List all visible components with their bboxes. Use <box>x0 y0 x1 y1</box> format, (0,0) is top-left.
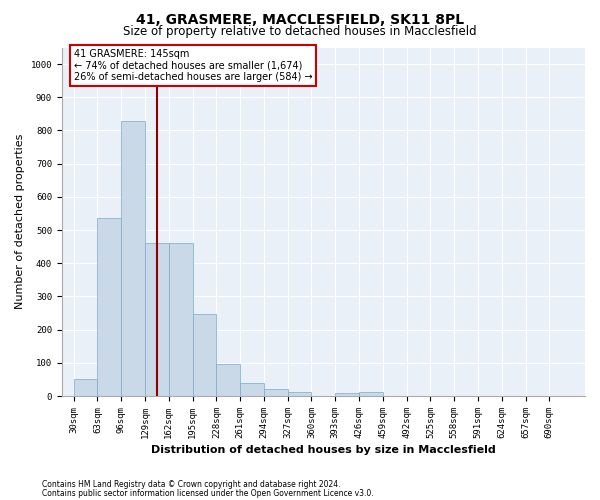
Text: Size of property relative to detached houses in Macclesfield: Size of property relative to detached ho… <box>123 25 477 38</box>
Bar <box>193 314 217 396</box>
Text: 41 GRASMERE: 145sqm
← 74% of detached houses are smaller (1,674)
26% of semi-det: 41 GRASMERE: 145sqm ← 74% of detached ho… <box>74 49 312 82</box>
Bar <box>169 244 193 396</box>
X-axis label: Distribution of detached houses by size in Macclesfield: Distribution of detached houses by size … <box>151 445 496 455</box>
Bar <box>264 389 288 396</box>
Text: Contains public sector information licensed under the Open Government Licence v3: Contains public sector information licen… <box>42 488 374 498</box>
Bar <box>121 120 145 396</box>
Bar <box>288 392 311 396</box>
Bar <box>217 364 240 396</box>
Text: 41, GRASMERE, MACCLESFIELD, SK11 8PL: 41, GRASMERE, MACCLESFIELD, SK11 8PL <box>136 12 464 26</box>
Bar <box>74 379 97 396</box>
Text: Contains HM Land Registry data © Crown copyright and database right 2024.: Contains HM Land Registry data © Crown c… <box>42 480 341 489</box>
Bar <box>359 392 383 396</box>
Bar <box>97 218 121 396</box>
Bar <box>145 244 169 396</box>
Bar <box>335 393 359 396</box>
Y-axis label: Number of detached properties: Number of detached properties <box>15 134 25 310</box>
Bar <box>240 384 264 396</box>
